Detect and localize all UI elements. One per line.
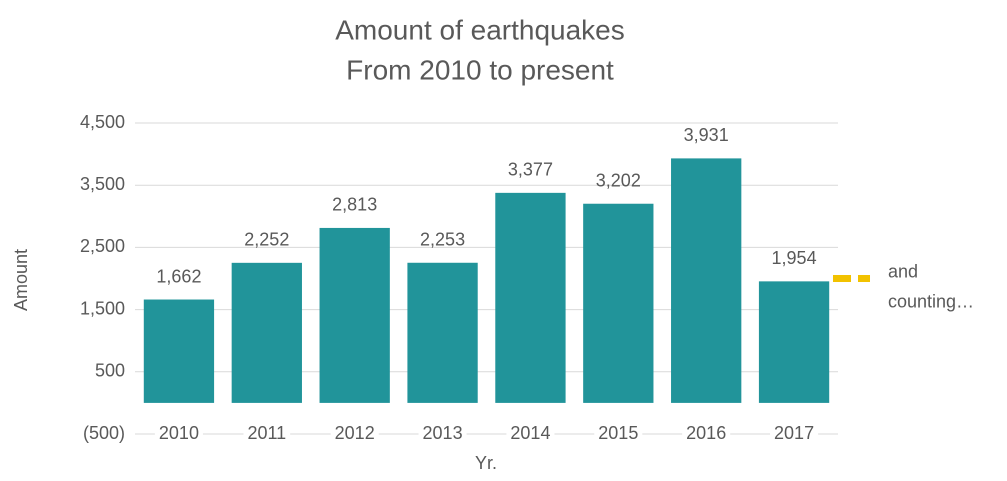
x-tick-label: 2011	[247, 423, 286, 443]
data-label: 3,377	[508, 160, 553, 180]
y-tick-label: 4,500	[80, 112, 125, 132]
label-background	[243, 422, 291, 443]
label-background	[330, 422, 379, 443]
label-background	[506, 422, 555, 443]
data-label: 1,662	[156, 266, 201, 286]
x-tick-label: 2013	[423, 423, 463, 443]
data-label: 3,931	[684, 125, 729, 145]
bar	[231, 262, 302, 403]
bar	[758, 281, 830, 403]
x-tick-label: 2012	[335, 423, 375, 443]
label-background	[770, 422, 819, 443]
label-background	[682, 422, 731, 443]
label-background	[154, 422, 203, 443]
bar	[495, 192, 566, 403]
chart-subtitle: From 2010 to present	[346, 54, 614, 85]
label-background	[594, 422, 643, 443]
annotation-text: and	[888, 261, 918, 281]
x-tick-label: 2016	[686, 423, 726, 443]
bar	[583, 203, 654, 403]
annotation-text: counting…	[888, 291, 974, 311]
y-axis-label: Amount	[11, 249, 31, 311]
label-background	[418, 422, 467, 443]
x-tick-label: 2010	[159, 423, 199, 443]
chart-title: Amount of earthquakes	[335, 14, 625, 45]
y-tick-label: 500	[95, 361, 125, 381]
x-tick-label: 2017	[774, 423, 814, 443]
y-tick-label: (500)	[83, 423, 125, 443]
y-tick-label: 2,500	[80, 236, 125, 256]
data-label: 2,253	[420, 230, 465, 250]
bar	[143, 299, 215, 403]
x-tick-label: 2014	[510, 423, 550, 443]
data-label: 2,813	[332, 195, 377, 215]
y-tick-label: 3,500	[80, 174, 125, 194]
y-tick-label: 1,500	[80, 298, 125, 318]
data-label: 1,954	[772, 248, 817, 268]
data-label: 3,202	[596, 170, 641, 190]
x-axis-label: Yr.	[475, 453, 497, 473]
bar	[319, 227, 390, 403]
x-tick-label: 2015	[598, 423, 638, 443]
bar	[407, 262, 478, 403]
bar	[671, 158, 742, 403]
data-label: 2,252	[244, 230, 289, 250]
